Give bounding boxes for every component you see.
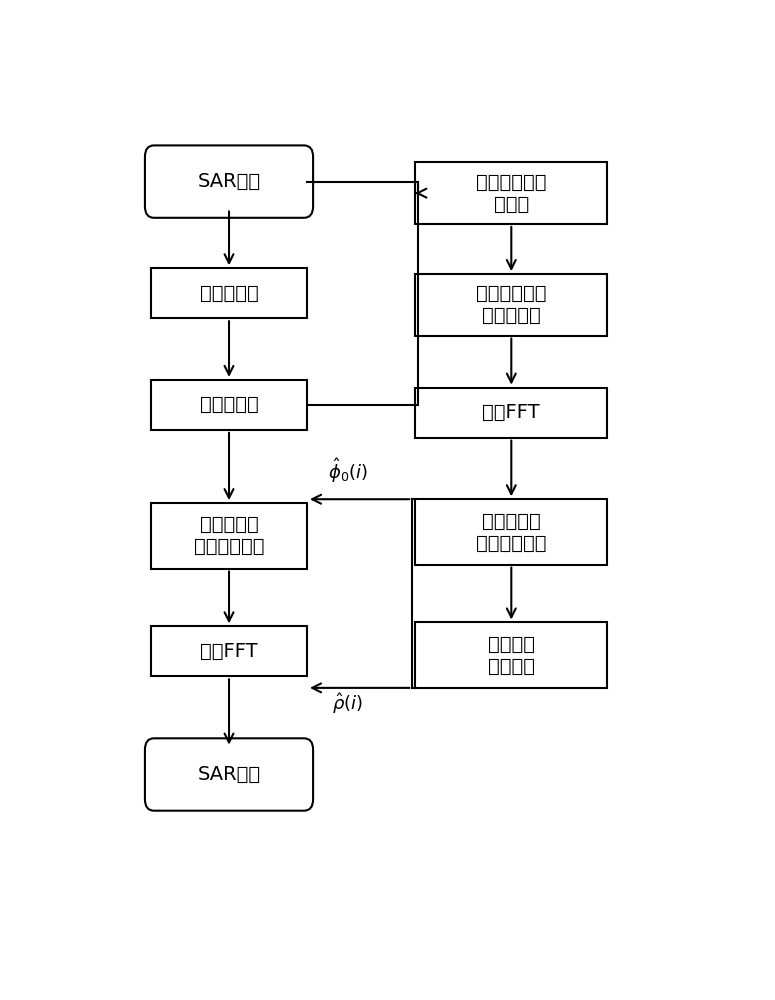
Text: 方位向插值: 方位向插值	[200, 395, 258, 414]
Bar	[151, 503, 307, 569]
Text: 距离向插值: 距离向插值	[200, 284, 258, 303]
Text: SAR图像: SAR图像	[198, 765, 260, 784]
Bar	[415, 162, 608, 224]
Text: 计算残留
距离徙动: 计算残留 距离徙动	[487, 635, 535, 676]
Text: $\hat{\rho}(i)$: $\hat{\rho}(i)$	[332, 692, 363, 716]
Bar	[415, 499, 608, 565]
Bar	[151, 268, 307, 318]
Bar	[415, 622, 608, 688]
Text: 常规自聚焦
估计相位误差: 常规自聚焦 估计相位误差	[476, 511, 546, 552]
Bar	[415, 274, 608, 336]
Text: SAR数据: SAR数据	[198, 172, 260, 191]
Text: 两维FFT: 两维FFT	[200, 642, 258, 661]
Bar	[415, 388, 608, 438]
FancyBboxPatch shape	[145, 738, 313, 811]
FancyBboxPatch shape	[145, 145, 313, 218]
Text: 残留距离徙动
粗补偿: 残留距离徙动 粗补偿	[476, 173, 546, 214]
Bar	[151, 626, 307, 676]
Text: $\hat{\phi}_0(i)$: $\hat{\phi}_0(i)$	[328, 457, 367, 485]
Bar	[151, 380, 307, 430]
Text: 距离徙动和
相位误差补偿: 距离徙动和 相位误差补偿	[194, 515, 264, 556]
Text: 距离频谱截取
降低分辨率: 距离频谱截取 降低分辨率	[476, 284, 546, 325]
Text: 两维FFT: 两维FFT	[483, 403, 540, 422]
